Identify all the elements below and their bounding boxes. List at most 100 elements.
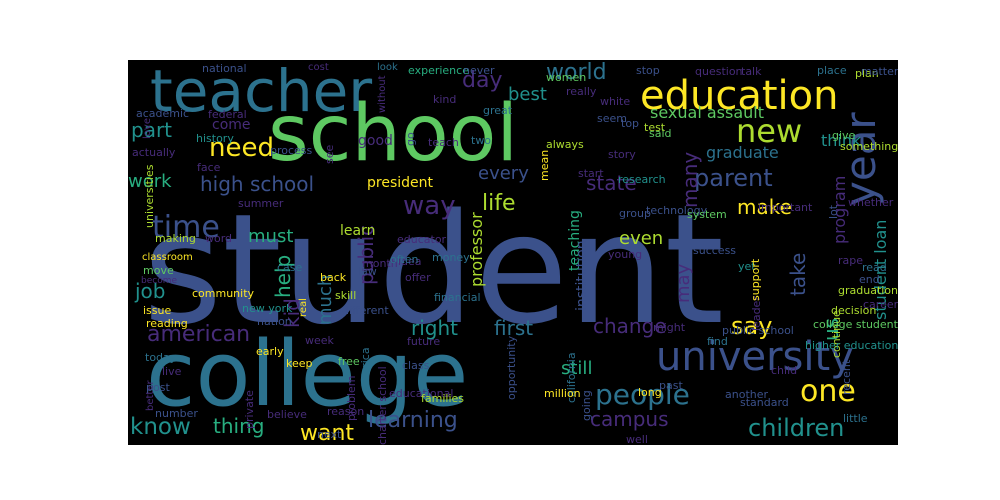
word-time: time <box>152 210 220 245</box>
word-going: going <box>580 390 593 421</box>
word-women: women <box>546 71 587 84</box>
word-post: post <box>146 381 170 394</box>
word-college: college <box>146 322 469 427</box>
word-something: something <box>840 140 898 153</box>
word-day: day <box>462 68 503 93</box>
word-lot: lot <box>827 204 840 219</box>
word-talk: talk <box>741 65 762 78</box>
word-next: next <box>317 428 342 441</box>
word-kind: kind <box>433 93 457 106</box>
word-one: one <box>800 374 856 409</box>
word-educational: educational <box>389 387 454 400</box>
word-even: even <box>619 228 664 249</box>
word-whether: whether <box>848 196 894 209</box>
word-live: live <box>162 365 182 378</box>
word-class: class <box>402 359 430 372</box>
word-another: another <box>725 388 769 401</box>
word-financial: financial <box>434 291 481 304</box>
word-different: different <box>342 304 389 317</box>
word-many: many <box>678 151 702 208</box>
word-great: great <box>483 104 513 117</box>
word-experience: experience <box>408 64 469 77</box>
word-professor: professor <box>467 212 486 287</box>
word-never: never <box>463 64 495 77</box>
word-offer: offer <box>405 271 431 284</box>
word-week: week <box>305 334 334 347</box>
word-free: free <box>338 355 360 368</box>
word-matter: matter <box>861 65 898 78</box>
word-thing: thing <box>213 414 265 438</box>
word-must: must <box>248 226 294 247</box>
word-higher-education: higher education <box>805 339 898 352</box>
word-children: children <box>748 414 845 442</box>
word-university: university <box>656 334 854 380</box>
word-without: without <box>377 75 388 113</box>
word-white: white <box>600 95 631 108</box>
word-families: families <box>421 392 464 405</box>
word-support: support <box>749 258 762 301</box>
word-move: move <box>143 264 174 277</box>
word-community: community <box>192 287 255 300</box>
word-issue: issue <box>143 304 172 317</box>
word-change: change <box>593 314 667 338</box>
word-skill: skill <box>335 289 357 302</box>
word-cost: cost <box>308 62 329 73</box>
word-plan: plan <box>855 67 879 80</box>
word-go: go <box>404 132 417 146</box>
word-career: career <box>863 298 898 311</box>
word-academic: academic <box>136 107 190 120</box>
word-idea: idea <box>398 255 422 268</box>
word-federal: federal <box>208 108 247 121</box>
word-process: process <box>270 144 313 157</box>
word-public-school: public school <box>722 324 794 337</box>
word-believe: believe <box>267 408 307 421</box>
word-place: place <box>817 64 847 77</box>
word-classroom: classroom <box>142 252 193 263</box>
word-child: child <box>771 364 798 377</box>
word-stop: stop <box>636 64 660 77</box>
word-learning: learning <box>368 408 458 433</box>
word-still: still <box>561 358 593 379</box>
word-state: state <box>586 171 637 195</box>
word-may: may <box>673 263 694 303</box>
word-way: way <box>403 191 456 221</box>
word-cloud: student school college teacher education univ… <box>128 60 898 445</box>
word-history: history <box>196 132 234 145</box>
word-research: research <box>618 173 666 186</box>
word-summer: summer <box>238 197 284 210</box>
word-sexual-assault: sexual assault <box>650 103 764 122</box>
word-law: law <box>358 265 377 278</box>
word-graduation: graduation <box>838 284 898 297</box>
word-opportunity: opportunity <box>505 335 518 400</box>
word-rape: rape <box>838 254 864 267</box>
word-yet: yet <box>738 260 756 273</box>
word-case: case <box>277 261 303 274</box>
word-two: two <box>471 134 492 147</box>
word-look: look <box>377 62 398 73</box>
word-top: top <box>621 117 640 130</box>
word-first: first <box>494 316 534 340</box>
word-president: president <box>367 175 433 191</box>
word-young: young <box>608 248 643 261</box>
word-national: national <box>202 62 247 75</box>
word-see: see <box>323 144 336 164</box>
word-month: month <box>362 257 398 270</box>
word-take: take <box>786 252 810 296</box>
word-part: part <box>131 118 173 142</box>
word-student: student <box>143 181 725 358</box>
word-seem: seem <box>597 112 627 125</box>
word-college-student: college student <box>813 318 898 331</box>
word-graduate: graduate <box>706 143 779 162</box>
word-every: every <box>478 163 529 184</box>
word-important: important <box>758 201 813 214</box>
word-reason: reason <box>327 405 365 418</box>
word-recent: recent <box>840 359 853 395</box>
word-parent: parent <box>694 164 773 192</box>
word-past: past <box>659 379 683 392</box>
word-early: early <box>256 345 284 358</box>
word-mean: mean <box>538 149 551 181</box>
word-high-school: high school <box>200 172 315 196</box>
word-need: need <box>209 133 274 163</box>
word-keep: keep <box>286 357 313 370</box>
word-private: private <box>243 390 256 429</box>
